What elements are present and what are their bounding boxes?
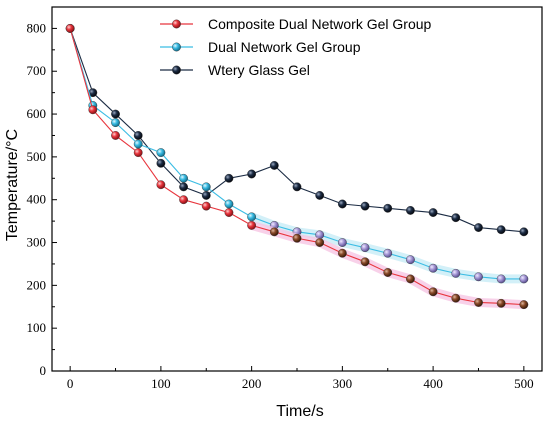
x-tick-label: 300 [333, 376, 353, 391]
legend-marker-2 [172, 42, 181, 52]
legend-label-3: Wtery Glass Gel [208, 62, 310, 78]
x-axis-title: Time/s [276, 403, 323, 420]
series-1-point [337, 248, 347, 258]
series-2-point [247, 212, 257, 222]
series-1-point [292, 233, 302, 243]
series-1-point [247, 220, 257, 230]
series-3-point [428, 208, 438, 217]
series-2-point [406, 255, 415, 265]
legend-label-2: Dual Network Gel Group [208, 39, 361, 55]
series-1-point [496, 298, 506, 308]
series-1-point [179, 195, 188, 205]
series-3-point [474, 223, 483, 232]
y-tick-label: 400 [27, 192, 47, 207]
x-tick-label: 500 [514, 376, 534, 391]
series-3-line [69, 28, 524, 233]
y-axis: 0 100 200 300 400 500 600 700 800 [27, 20, 57, 378]
series-1-point [65, 24, 75, 33]
legend-label-1: Composite Dual Network Gel Group [208, 16, 432, 32]
series-3-point [133, 131, 143, 140]
y-tick-label: 0 [40, 363, 47, 378]
series-1-point [111, 131, 120, 140]
x-axis: 0 100 200 300 400 500 [67, 366, 534, 391]
series-3-point [406, 206, 415, 215]
series-3-point [201, 191, 211, 200]
series-2-point [224, 199, 234, 209]
series-2-point [496, 274, 506, 284]
series-1-point [315, 238, 325, 247]
series-2-point [337, 238, 347, 247]
series-3-point [315, 191, 325, 200]
series-1-point [451, 293, 461, 303]
y-tick-label: 500 [27, 149, 47, 164]
series-2-point [111, 118, 120, 128]
series-3 [65, 24, 529, 237]
y-tick-label: 600 [27, 106, 47, 121]
series-2-point [428, 263, 438, 273]
series-1-point [88, 105, 98, 115]
legend-marker-3 [172, 65, 181, 75]
series-1-point [406, 274, 415, 284]
x-tick-label: 0 [67, 376, 74, 391]
y-tick-label: 300 [27, 235, 47, 250]
series-2 [65, 24, 529, 284]
series-1-point [383, 268, 393, 277]
series-1-point [428, 287, 438, 297]
series-2-point [156, 148, 166, 158]
series-3-point [269, 161, 279, 170]
series-3-point [156, 158, 166, 168]
series-2-point [179, 173, 188, 183]
series-3-point [383, 203, 393, 213]
series-3-point [224, 173, 234, 183]
x-tick-label: 200 [242, 376, 262, 391]
series-1-point [519, 300, 529, 310]
series-2-point [201, 182, 211, 192]
series-1-point [360, 257, 370, 267]
series-1-point [269, 227, 279, 237]
x-tick-label: 400 [423, 376, 443, 391]
series-2-point [383, 248, 393, 258]
series-2-point [451, 268, 461, 278]
y-axis-title: Temperature/°C [4, 129, 21, 241]
series-3-point [247, 169, 257, 179]
series-1-point [133, 148, 143, 158]
series-1-point [201, 201, 211, 211]
x-tick-label: 100 [151, 376, 171, 391]
y-tick-label: 200 [27, 277, 47, 292]
y-tick-label: 800 [27, 20, 47, 35]
series-2-point [133, 139, 143, 149]
series-3-point [337, 199, 347, 209]
series-3-point [179, 182, 188, 192]
y-tick-label: 700 [27, 63, 47, 78]
series-3-point [292, 182, 302, 192]
legend: Composite Dual Network Gel Group Dual Net… [160, 16, 432, 78]
series-1-point [156, 180, 166, 190]
series-1-point [474, 298, 483, 307]
series-1 [65, 24, 529, 310]
y-tick-label: 100 [27, 320, 47, 335]
series-3-point [111, 109, 120, 119]
series-2-point [360, 243, 370, 253]
series-3-point [360, 201, 370, 211]
legend-marker-1 [172, 19, 181, 29]
series-2-point [474, 272, 483, 282]
series-layer [65, 24, 529, 310]
series-1-point [224, 208, 234, 217]
series-3-point [451, 213, 461, 223]
series-3-point [519, 227, 529, 237]
series-3-point [496, 225, 506, 235]
series-2-point [519, 274, 529, 284]
